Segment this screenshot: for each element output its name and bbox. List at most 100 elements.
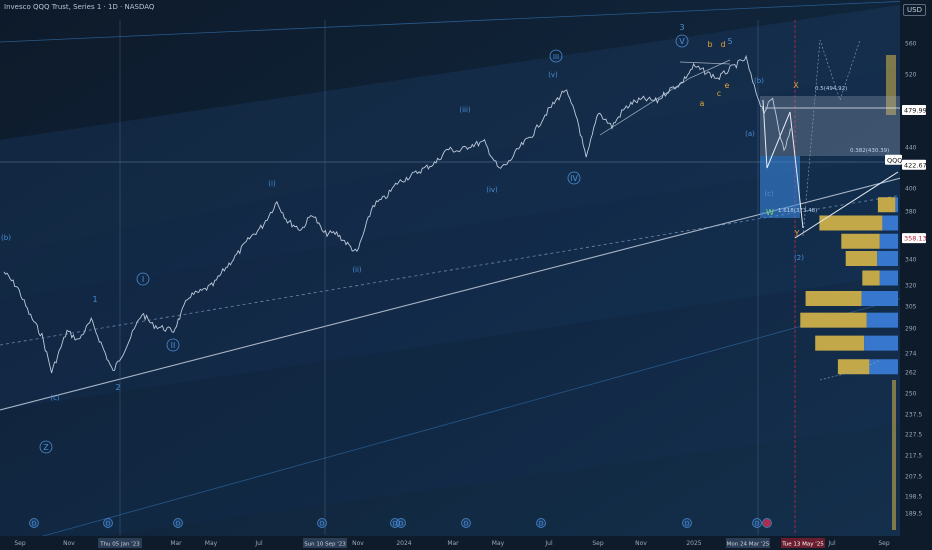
event-marker-icon (396, 518, 406, 528)
y-tick-label: 340 (905, 257, 917, 264)
volume-bar-blue (895, 197, 898, 213)
wave-label: IV (570, 174, 578, 183)
y-tick-label: 560 (905, 41, 917, 48)
price-label-box (902, 105, 926, 116)
event-marker-icon (752, 518, 762, 528)
volume-bar-upper (886, 55, 896, 115)
x-tick-label: 2025 (686, 540, 701, 547)
volume-profile (800, 55, 898, 530)
y-tick-label: 274 (905, 351, 917, 358)
volume-bar-blue (879, 233, 898, 249)
wave-label: (2) (794, 254, 804, 262)
price-label-text: 422.67 (904, 161, 927, 169)
wave-label: (v) (548, 71, 558, 79)
x-highlight-label: Mon 24 Mar '25 (727, 542, 770, 548)
volume-bar-yellow (805, 291, 862, 306)
x-highlight-label: Thu 05 Jan '23 (99, 542, 140, 548)
volume-bar-yellow (837, 359, 870, 375)
event-marker-label: D (464, 521, 469, 528)
x-tick-label: Jul (254, 540, 263, 547)
wave-annotations: (b)(c)Z12(i)(ii)(iii)(iv)(v)IIIIIIIVV35a… (1, 23, 889, 528)
event-marker-icon (461, 518, 471, 528)
volume-bar-blue (879, 270, 898, 286)
volume-bar-yellow (862, 270, 880, 286)
event-marker-icon (682, 518, 692, 528)
projection-path (762, 99, 804, 229)
wave-label: W (766, 208, 774, 217)
channel-band (0, 270, 932, 550)
x-highlight-label: Tue 13 May '25 (781, 542, 824, 548)
event-marker-label: D (685, 521, 690, 528)
wave-label: (c) (764, 190, 774, 198)
wave-label: I (142, 275, 144, 284)
y-tick-label: 250 (905, 391, 917, 398)
wave-label: 3 (679, 23, 684, 32)
event-marker-icon (536, 518, 546, 528)
x-tick-label: Sep (14, 540, 26, 547)
x-highlight-box (726, 538, 770, 548)
wave-circle (567, 171, 581, 185)
y-axis-background (900, 0, 932, 540)
x-axis: SepNov2023MarMayJulSepNov2024MarMayJulSe… (0, 536, 932, 550)
alert-marker-icon (763, 519, 771, 527)
fib-label: 1.618(373.48) (778, 208, 817, 214)
upper-channel-line (0, 0, 932, 43)
wave-label: (iv) (486, 186, 498, 194)
wedge-top (679, 61, 731, 65)
x-highlight-box (98, 538, 142, 548)
vertical-markers (119, 20, 796, 535)
volume-bar-yellow (800, 312, 867, 328)
currency-button[interactable]: USD (903, 4, 926, 16)
event-marker-label: D (320, 521, 325, 528)
x-tick-label: Jul (544, 540, 553, 547)
y-tick-label: 262 (905, 370, 917, 377)
y-tick-label: 198.5 (905, 494, 922, 501)
wave-label: e (725, 81, 730, 90)
wave-circle (675, 34, 689, 48)
wave-circle (39, 440, 53, 454)
wave-label: a (700, 99, 705, 108)
x-tick-label: May (205, 540, 218, 547)
dashed-projection (802, 39, 861, 237)
event-marker-icon (317, 518, 327, 528)
y-tick-label: 290 (905, 326, 917, 333)
wave-label: V (679, 37, 685, 46)
channel-band (0, 150, 932, 410)
event-marker-icon (173, 518, 183, 528)
volume-bar-blue (864, 335, 898, 351)
wave-label: X (793, 81, 799, 90)
wave-label: (i) (268, 180, 276, 188)
wave-label: II (171, 341, 176, 350)
event-marker-label: D (32, 521, 37, 528)
volume-bar-blue (866, 312, 898, 328)
y-axis: 5605204804404003803603403203052902742622… (885, 0, 932, 540)
y-tick-label: 305 (905, 304, 917, 311)
volume-bar-yellow (819, 215, 883, 231)
volume-bar-blue (861, 291, 898, 306)
volume-bar-yellow (841, 233, 880, 249)
wave-label: Z (43, 443, 49, 452)
y-tick-label: 320 (905, 283, 917, 290)
x-highlight-box (303, 538, 347, 548)
wave-circle (549, 49, 563, 63)
x-tick-label: Nov (352, 540, 364, 547)
channel-band (0, 0, 932, 255)
x-tick-label: Sep (878, 540, 890, 547)
wave-label: b (707, 40, 712, 49)
event-marker-label: D (539, 521, 544, 528)
x-highlight-label: Sun 10 Sep '23 (304, 542, 346, 548)
dashed-projection-low (819, 359, 881, 381)
y-tick-label: 380 (905, 209, 917, 216)
x-axis-background (0, 536, 932, 550)
event-marker-label: D (399, 521, 404, 528)
x-tick-label: Jul (827, 540, 836, 547)
wave-label: (b) (754, 77, 764, 85)
event-marker-icon (29, 518, 39, 528)
y-tick-label: 217.5 (905, 453, 922, 460)
projection-box (760, 96, 900, 156)
event-marker-label: D (176, 521, 181, 528)
wave-label: (b) (1, 234, 11, 242)
